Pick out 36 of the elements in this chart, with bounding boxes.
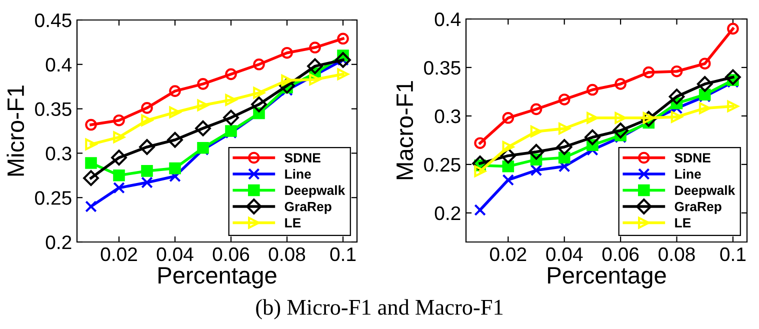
x-tick-label: 0.02 [490,247,526,262]
x-tick-label: 0.08 [268,247,306,262]
x-tick-label: 0.02 [100,247,137,262]
legend-label: LE [285,218,301,228]
x-axis-title: Percentage [548,267,666,288]
y-tick-label: 0.2 [46,235,72,250]
y-tick-label: 0.3 [46,146,72,160]
y-tick-label: 0.3 [434,109,460,124]
y-tick-label: 0.4 [434,12,461,26]
legend-label: GraRep [284,202,332,214]
legend-label: Line [675,169,701,179]
x-tick-label: 0.04 [546,247,583,262]
y-tick-label: 0.35 [424,60,460,75]
x-axis-title: Percentage [158,267,276,288]
legend-label: Line [285,169,311,179]
x-tick-label: 0.1 [330,247,356,262]
y-tick-label: 0.35 [35,102,72,116]
text: (b) Micro-F1 and Macro-F1 [256,299,503,320]
legend-label: Deepwalk [675,185,736,198]
y-tick-label: 0.25 [424,158,460,172]
x-tick-label: 0.06 [212,247,250,262]
x-tick-label: 0.06 [602,247,639,262]
legend-label: SDNE [284,153,320,162]
x-tick-label: 0.04 [156,247,194,262]
y-axis-title: Micro-F1 [6,86,24,176]
y-tick-label: 0.2 [434,206,460,220]
y-tick-label: 0.4 [46,58,72,72]
legend-label: Deepwalk [285,185,346,198]
legend-label: SDNE [674,153,710,162]
y-tick-label: 0.45 [35,13,72,28]
y-tick-label: 0.25 [35,191,72,205]
x-tick-label: 0.08 [658,247,695,262]
y-axis-title: Macro-F1 [396,81,414,180]
x-tick-label: 0.1 [720,247,746,262]
legend-label: LE [675,218,691,228]
legend-label: GraRep [674,202,722,214]
